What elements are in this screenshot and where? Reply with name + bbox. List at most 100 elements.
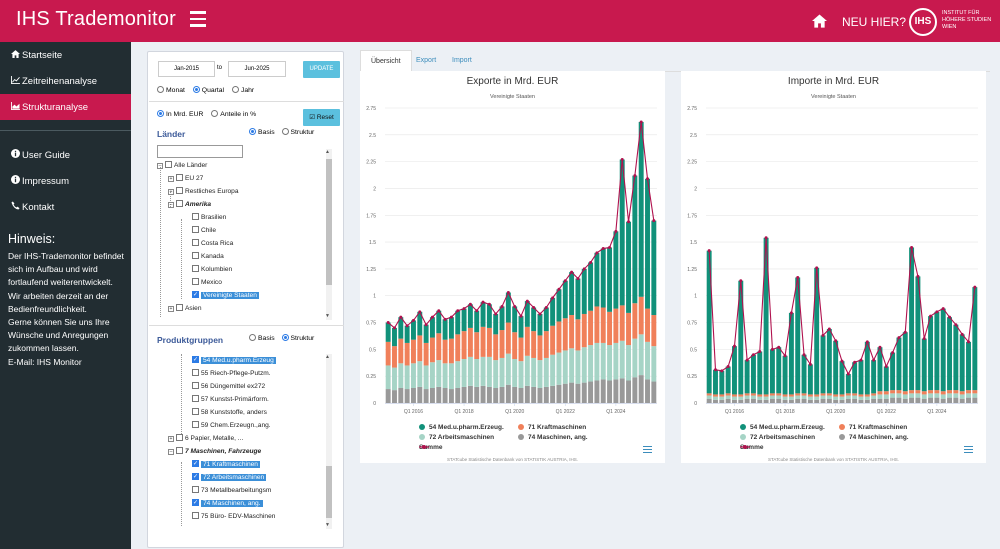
legend-item-71[interactable]: 71 Kraftmaschinen: [518, 424, 586, 431]
tree-item-kolumbien[interactable]: Kolumbien: [192, 263, 232, 276]
tree-item-chile[interactable]: Chile: [192, 224, 216, 237]
legend-item-71[interactable]: 71 Kraftmaschinen: [839, 424, 907, 431]
scroll-up-icon[interactable]: ▲: [325, 354, 330, 360]
plus-icon[interactable]: +: [168, 306, 174, 312]
tree-item-59[interactable]: 59 Chem.Erzeugn.,ang.: [192, 419, 271, 432]
tree-item-7[interactable]: –7 Maschinen, Fahrzeuge: [168, 447, 262, 455]
checkbox[interactable]: [192, 226, 199, 233]
plus-icon[interactable]: +: [168, 189, 174, 195]
checkbox[interactable]: [192, 369, 199, 376]
scroll-down-icon[interactable]: ▼: [325, 313, 330, 319]
checkbox[interactable]: [192, 252, 199, 259]
radio-produkt-basis[interactable]: Basis: [249, 334, 275, 342]
checkbox[interactable]: [192, 265, 199, 272]
tree-item-57[interactable]: 57 Kunstst-Primärform.: [192, 393, 269, 406]
tree-item-eu27[interactable]: + EU 27: [168, 174, 204, 182]
tree-item-amerika[interactable]: – Amerika: [168, 200, 212, 208]
legend-item-72[interactable]: 72 Arbeitsmaschinen: [740, 434, 815, 441]
neu-hier-link[interactable]: NEU HIER?: [842, 15, 907, 29]
legend-item-74[interactable]: 74 Maschinen, ang.: [518, 434, 588, 441]
tree-item-asien[interactable]: + Asien: [168, 304, 202, 312]
legend-item-summe[interactable]: Summe: [419, 444, 442, 451]
tree-item-74[interactable]: 74 Maschinen, ang.: [192, 497, 263, 510]
minus-icon[interactable]: –: [157, 163, 163, 169]
tree-item-restliches-europa[interactable]: + Restliches Europa: [168, 187, 239, 195]
checkbox[interactable]: [192, 486, 199, 493]
checkbox[interactable]: [176, 434, 183, 441]
radio-mrd-eur[interactable]: In Mrd. EUR: [157, 110, 203, 118]
tree-item-kanada[interactable]: Kanada: [192, 250, 224, 263]
hinweis-email-link[interactable]: E-Mail: IHS Monitor: [8, 356, 82, 367]
laender-search-input[interactable]: [157, 145, 243, 158]
laender-scrollbar[interactable]: ▲ ▼: [325, 149, 332, 320]
sidebar-item-impressum[interactable]: Impressum: [0, 168, 131, 194]
sidebar-item-kontakt[interactable]: Kontakt: [0, 194, 131, 220]
checkbox[interactable]: [192, 382, 199, 389]
chart-menu-icon[interactable]: [964, 446, 973, 455]
minus-icon[interactable]: –: [168, 449, 174, 455]
checkbox[interactable]: [176, 174, 183, 181]
chart-credits[interactable]: STATcube Statistische Datenbank von STAT…: [768, 457, 899, 462]
scroll-down-icon[interactable]: ▼: [325, 522, 330, 528]
checkbox-checked[interactable]: [192, 497, 199, 510]
tree-item-vereinigte-staaten[interactable]: Vereinigte Staaten: [192, 289, 259, 302]
minus-icon[interactable]: –: [168, 202, 174, 208]
checkbox[interactable]: [192, 213, 199, 220]
checkbox[interactable]: [192, 408, 199, 415]
tree-item-alle-laender[interactable]: – Alle Länder: [157, 161, 208, 169]
ihs-logo[interactable]: IHS INSTITUT FÜR HÖHERE STUDIEN WIEN: [909, 8, 999, 36]
plus-icon[interactable]: +: [168, 176, 174, 182]
tab-uebersicht[interactable]: Übersicht: [360, 50, 412, 71]
produkt-scrollbar[interactable]: ▲ ▼: [325, 354, 332, 529]
checkbox[interactable]: [192, 421, 199, 428]
checkbox[interactable]: [192, 395, 199, 402]
checkbox[interactable]: [176, 304, 183, 311]
tree-item-71[interactable]: 71 Kraftmaschinen: [192, 458, 260, 471]
checkbox-checked[interactable]: [192, 354, 199, 367]
home-icon[interactable]: [812, 14, 827, 28]
radio-anteile[interactable]: Anteile in %: [211, 110, 256, 118]
scroll-thumb[interactable]: [326, 159, 332, 285]
legend-item-74[interactable]: 74 Maschinen, ang.: [839, 434, 909, 441]
tree-item-55[interactable]: 55 Riech-Pflege-Putzm.: [192, 367, 271, 380]
radio-laender-struktur[interactable]: Struktur: [281, 128, 314, 136]
chart-credits[interactable]: STATcube Statistische Datenbank von STAT…: [447, 457, 578, 462]
hamburger-icon[interactable]: [190, 11, 206, 27]
radio-quartal[interactable]: Quartal: [192, 86, 224, 94]
sidebar-item-user-guide[interactable]: User Guide: [0, 142, 131, 168]
sidebar-item-startseite[interactable]: Startseite: [0, 42, 131, 68]
legend-item-72[interactable]: 72 Arbeitsmaschinen: [419, 434, 494, 441]
checkbox-checked[interactable]: [192, 471, 199, 484]
sidebar-item-zeitreihenanalyse[interactable]: Zeitreihenanalyse: [0, 68, 131, 94]
checkbox[interactable]: [176, 187, 183, 194]
radio-produkt-struktur[interactable]: Struktur: [281, 334, 314, 342]
legend-item-54[interactable]: 54 Med.u.pharm.Erzeug.: [740, 424, 825, 431]
tab-import[interactable]: Import: [452, 57, 472, 64]
tree-item-brasilien[interactable]: Brasilien: [192, 211, 226, 224]
tab-export[interactable]: Export: [416, 57, 437, 64]
tree-item-75[interactable]: 75 Büro- EDV-Maschinen: [192, 510, 275, 523]
reset-button[interactable]: ☑ Reset: [303, 109, 340, 126]
checkbox-checked[interactable]: [192, 458, 199, 471]
tree-item-mexico[interactable]: Mexico: [192, 276, 222, 289]
tree-item-6[interactable]: +6 Papier, Metalle, ...: [168, 434, 244, 442]
app-title[interactable]: IHS Trademonitor: [16, 8, 176, 30]
legend-item-summe[interactable]: Summe: [740, 444, 763, 451]
scroll-up-icon[interactable]: ▲: [325, 149, 330, 155]
tree-item-58[interactable]: 58 Kunststoffe, anders: [192, 406, 267, 419]
tree-item-73[interactable]: 73 Metallbearbeitungsm: [192, 484, 271, 497]
tree-item-72[interactable]: 72 Arbeitsmaschinen: [192, 471, 267, 484]
update-button[interactable]: UPDATE: [303, 61, 340, 78]
plus-icon[interactable]: +: [168, 436, 174, 442]
checkbox[interactable]: [192, 239, 199, 246]
checkbox[interactable]: [192, 512, 199, 519]
checkbox-checked[interactable]: [192, 289, 199, 302]
radio-monat[interactable]: Monat: [157, 86, 185, 94]
date-to-input[interactable]: Jun-2025: [228, 61, 286, 77]
tree-item-56[interactable]: 56 Düngemittel ex272: [192, 380, 265, 393]
tree-item-costa-rica[interactable]: Costa Rica: [192, 237, 233, 250]
checkbox[interactable]: [192, 278, 199, 285]
radio-laender-basis[interactable]: Basis: [249, 128, 275, 136]
legend-item-54[interactable]: 54 Med.u.pharm.Erzeug.: [419, 424, 504, 431]
radio-jahr[interactable]: Jahr: [231, 86, 254, 94]
